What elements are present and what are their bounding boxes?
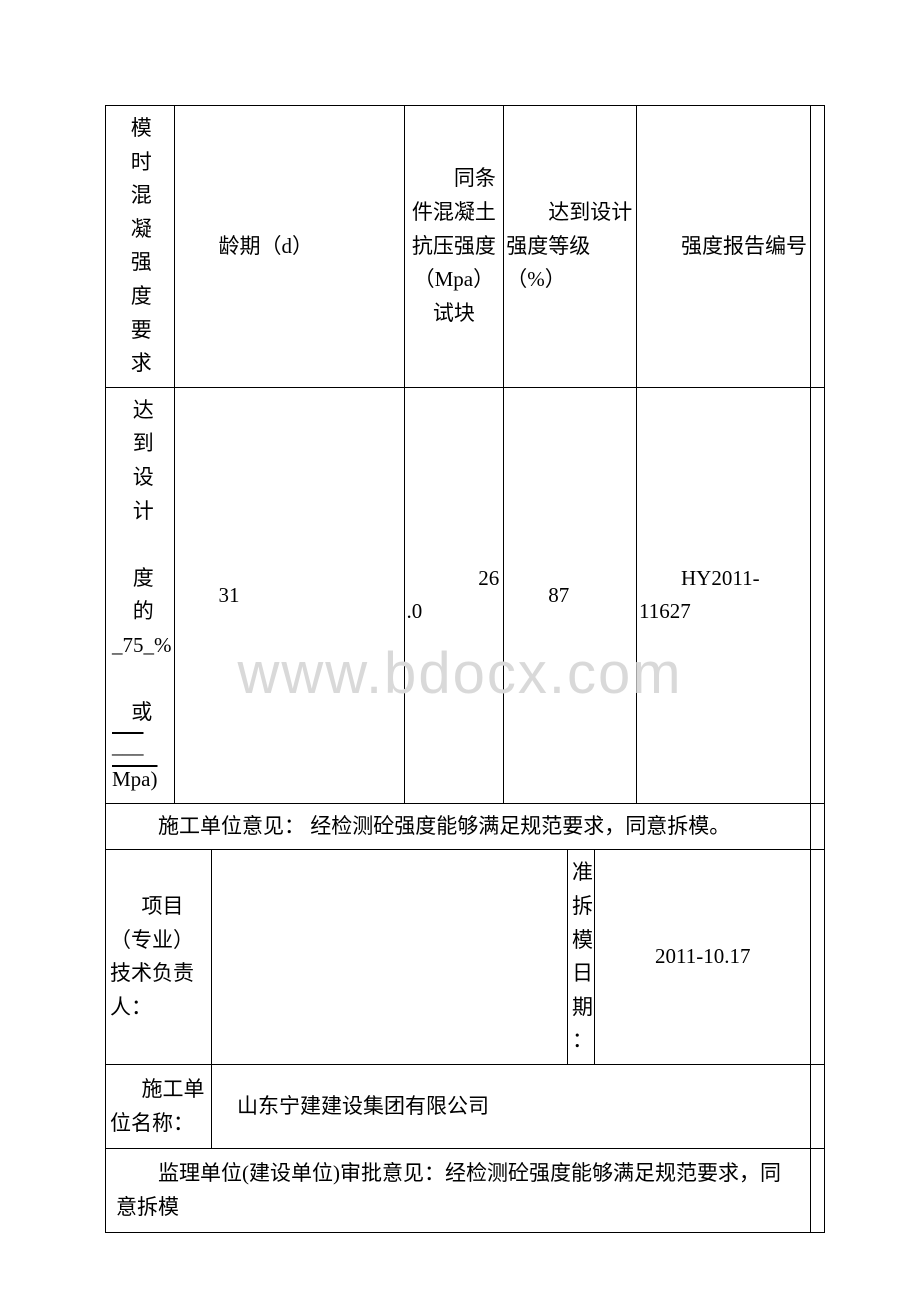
edge-cell <box>811 387 825 803</box>
edge-cell <box>811 850 825 1065</box>
main-table: 模时混凝 强度要求 龄期（d） 同条件混凝土抗压强度（Mpa）试块 达到设计强度… <box>105 105 825 1233</box>
table-row: 监理单位(建设单位)审批意见：经检测砼强度能够满足规范要求，同意拆模 <box>106 1149 825 1233</box>
data-cell-3: 26.0 <box>404 387 504 803</box>
header-cell-5: 强度报告编号 <box>637 106 811 388</box>
unit-name-value: 山东宁建建设集团有限公司 <box>212 1065 811 1149</box>
header-cell-3: 同条件混凝土抗压强度（Mpa）试块 <box>404 106 504 388</box>
header-cell-1: 模时混凝 强度要求 <box>106 106 175 388</box>
table-row: 模时混凝 强度要求 龄期（d） 同条件混凝土抗压强度（Mpa）试块 达到设计强度… <box>106 106 825 388</box>
header-cell-4: 达到设计强度等级（%） <box>504 106 637 388</box>
header-cell-2: 龄期（d） <box>174 106 404 388</box>
supervision-opinion: 监理单位(建设单位)审批意见：经检测砼强度能够满足规范要求，同意拆模 <box>106 1149 811 1233</box>
project-leader-value <box>212 850 568 1065</box>
table-row: 施工单位意见： 经检测砼强度能够满足规范要求，同意拆模。 <box>106 803 825 850</box>
data-cell-1: 达到设计 度的 _75_% 或 ___ Mpa) <box>106 387 175 803</box>
edge-cell <box>811 106 825 388</box>
table-row: 项目（专业）技术负责人： 准拆模日期： 2011-10.17 <box>106 850 825 1065</box>
table-row: 施工单位名称： 山东宁建建设集团有限公司 <box>106 1065 825 1149</box>
opinion-cell: 施工单位意见： 经检测砼强度能够满足规范要求，同意拆模。 <box>106 803 811 850</box>
unit-name-label: 施工单位名称： <box>106 1065 212 1149</box>
date-label: 准拆模日期： <box>567 850 595 1065</box>
edge-cell <box>811 1149 825 1233</box>
edge-cell <box>811 1065 825 1149</box>
data-cell-2: 31 <box>174 387 404 803</box>
date-value: 2011-10.17 <box>595 850 811 1065</box>
project-leader-label: 项目（专业）技术负责人： <box>106 850 212 1065</box>
edge-cell <box>811 803 825 850</box>
table-row: 达到设计 度的 _75_% 或 ___ Mpa) 31 26.0 87 HY20… <box>106 387 825 803</box>
data-cell-4: 87 <box>504 387 637 803</box>
data-cell-5: HY2011-11627 <box>637 387 811 803</box>
